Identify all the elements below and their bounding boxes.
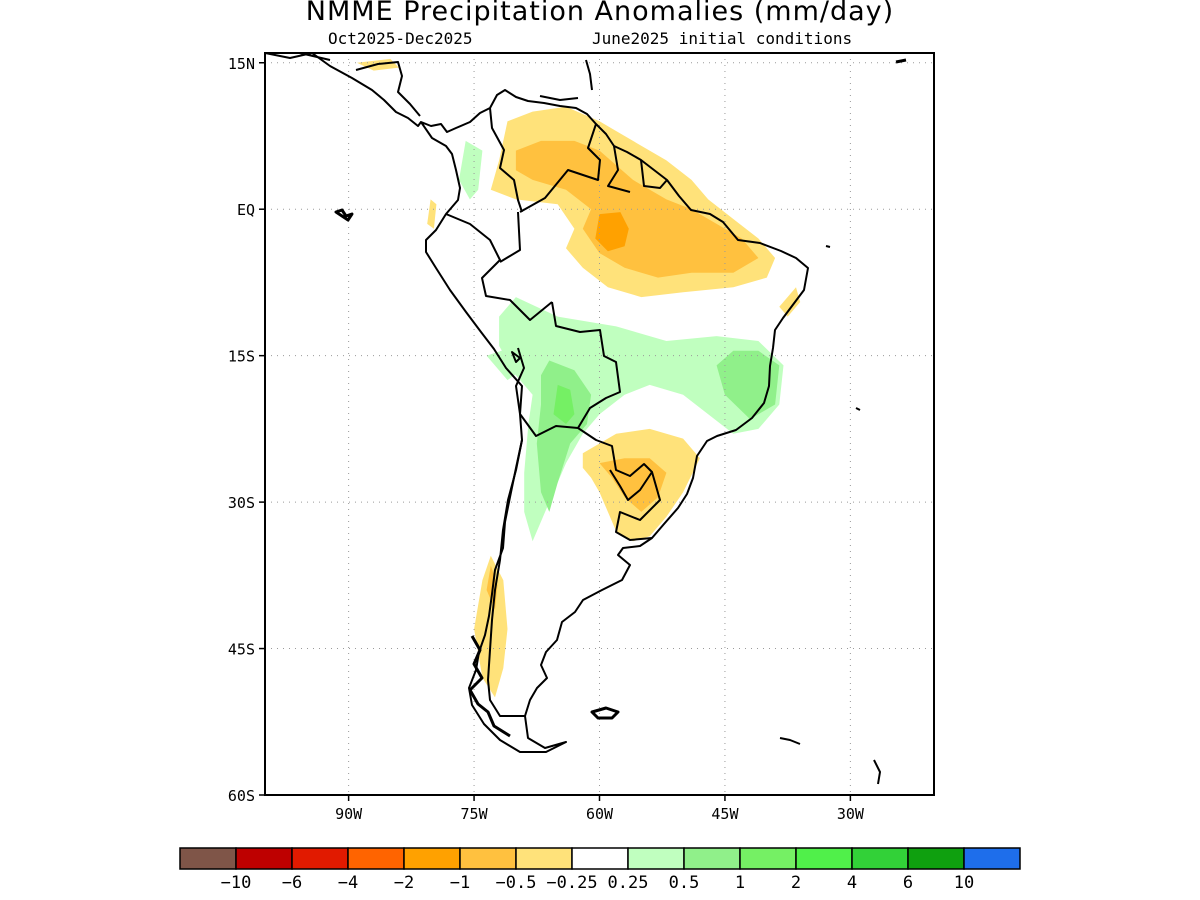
anomaly-ecuador-coast-dry bbox=[427, 199, 437, 229]
lat-tick-label: 45S bbox=[228, 641, 255, 659]
south-georgia bbox=[779, 737, 801, 745]
anomaly-amazon-core-dry bbox=[595, 212, 629, 252]
trindade-island bbox=[855, 407, 861, 411]
colorbar-swatch bbox=[963, 847, 1021, 870]
colorbar-label: 4 bbox=[847, 873, 857, 893]
colorbar-label: −1 bbox=[450, 873, 470, 893]
colorbar-swatch bbox=[515, 847, 573, 870]
map-title: NMME Precipitation Anomalies (mm/day) bbox=[305, 0, 895, 27]
colombia-brazil-border bbox=[499, 211, 521, 263]
lat-tick-label: 15S bbox=[228, 348, 255, 366]
anomaly-shading bbox=[357, 58, 801, 698]
lesser-antilles bbox=[585, 59, 593, 91]
colorbar-swatch bbox=[683, 847, 741, 870]
lat-tick-label: 15N bbox=[228, 55, 255, 73]
colorbar-swatch bbox=[403, 847, 461, 870]
colorbar-label: 1 bbox=[735, 873, 745, 893]
forecast-period: Oct2025-Dec2025 bbox=[328, 29, 473, 48]
colorbar-swatch bbox=[851, 847, 909, 870]
lon-tick-label: 60W bbox=[586, 805, 614, 823]
colorbar-label: 2 bbox=[791, 873, 801, 893]
colorbar-swatch bbox=[347, 847, 405, 870]
colorbar-swatch bbox=[179, 847, 237, 870]
galapagos-islands bbox=[334, 208, 354, 222]
axis-ticks: 15N EQ 15S 30S 45S 60S 90W 75W 60W 45W 30W bbox=[228, 55, 865, 823]
colorbar-label: 0.5 bbox=[669, 873, 700, 893]
anomaly-andes-colombia-wet bbox=[459, 140, 483, 200]
lon-tick-label: 75W bbox=[461, 805, 489, 823]
colorbar-label: −6 bbox=[282, 873, 302, 893]
anomaly-bolivia-core-wet bbox=[553, 384, 575, 424]
colorbar-label: 6 bbox=[903, 873, 913, 893]
anomaly-southeast-south-america-moderate-dry bbox=[599, 458, 667, 512]
suriname-french-guiana-border bbox=[640, 159, 668, 189]
grid-lines bbox=[265, 53, 934, 795]
colorbar-label: −0.25 bbox=[546, 873, 597, 893]
colorbar-label: −10 bbox=[221, 873, 252, 893]
colorbar-swatch bbox=[571, 847, 629, 870]
anomaly-northeast-brazil-coast-dry bbox=[779, 287, 801, 317]
caribbean-islands bbox=[539, 95, 579, 101]
colorbar-label: 10 bbox=[954, 873, 974, 893]
chile-archipelago bbox=[468, 635, 511, 738]
fernando-de-noronha bbox=[825, 245, 831, 248]
initial-conditions: June2025 initial conditions bbox=[592, 29, 853, 48]
colombia-ecuador-peru-border bbox=[445, 213, 553, 321]
colorbar-label: −4 bbox=[338, 873, 358, 893]
peru-brazil-bolivia-border bbox=[519, 301, 621, 437]
anomaly-bolivia-argentina-wet bbox=[536, 360, 592, 512]
coastlines-and-borders bbox=[265, 53, 907, 785]
central-america-caribbean-coast bbox=[355, 61, 421, 117]
lake-titicaca bbox=[511, 351, 521, 363]
guyana-suriname-border bbox=[607, 145, 631, 193]
paraguay-borders bbox=[577, 427, 653, 501]
yucatan-coast bbox=[299, 53, 331, 61]
colorbar-label: −2 bbox=[394, 873, 414, 893]
colorbar-swatch bbox=[627, 847, 685, 870]
lat-tick-label: 60S bbox=[228, 787, 255, 805]
lat-tick-label: EQ bbox=[237, 201, 255, 219]
argentina-chile-border bbox=[487, 439, 525, 717]
anomaly-central-brazil-wet bbox=[499, 297, 784, 542]
south-sandwich-islands bbox=[873, 759, 881, 785]
lon-tick-label: 45W bbox=[711, 805, 739, 823]
venezuela-guyana-border bbox=[519, 123, 601, 213]
lat-tick-label: 30S bbox=[228, 494, 255, 512]
south-america-coastline bbox=[420, 89, 809, 753]
brazil-argentina-uruguay-border bbox=[615, 471, 661, 541]
colorbar-swatch bbox=[907, 847, 965, 870]
colorbar-label: 0.25 bbox=[608, 873, 649, 893]
falkland-islands bbox=[590, 706, 620, 720]
colorbar-swatch bbox=[291, 847, 349, 870]
atlantic-north-islands bbox=[895, 58, 907, 64]
colorbar-label: −0.5 bbox=[496, 873, 537, 893]
colorbar-swatch bbox=[739, 847, 797, 870]
colorbar-swatch bbox=[459, 847, 517, 870]
colorbar-swatch bbox=[235, 847, 293, 870]
colorbar-swatch bbox=[795, 847, 853, 870]
lon-tick-label: 90W bbox=[335, 805, 363, 823]
colorbar: −10 −6 −4 −2 −1 −0.5 −0.25 0.25 0.5 1 2 4 6 10 bbox=[179, 847, 1021, 893]
colombia-venezuela-border bbox=[489, 107, 523, 213]
lon-tick-label: 30W bbox=[837, 805, 865, 823]
